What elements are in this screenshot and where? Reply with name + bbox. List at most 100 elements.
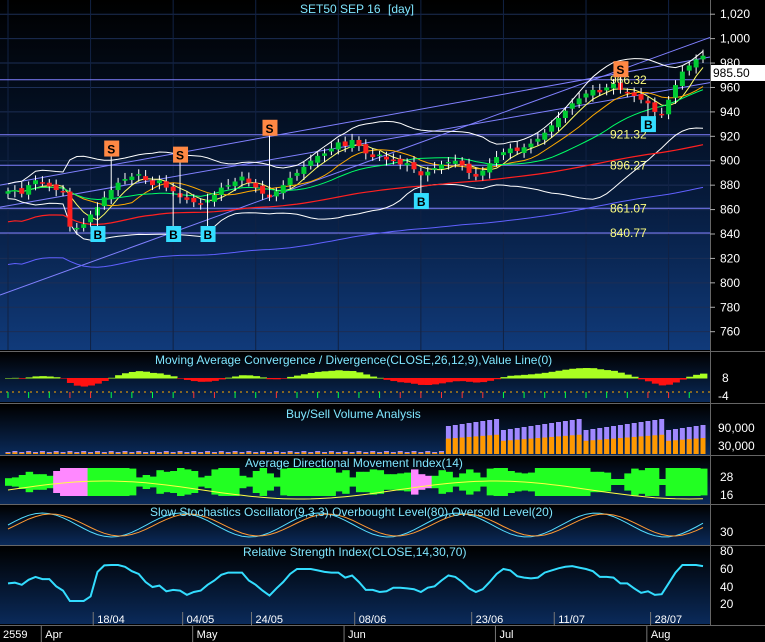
volume-buy-bar: [459, 437, 465, 454]
adx-bar: [562, 468, 570, 496]
macd-bar: [273, 378, 281, 380]
macd-bar: [658, 378, 667, 386]
volume-buy-bar: [349, 452, 355, 454]
macd-bar: [142, 371, 151, 379]
sell-label: S: [107, 143, 115, 157]
adx-bar: [583, 468, 591, 496]
adx-bar: [156, 470, 164, 494]
volume-buy-bar: [494, 434, 500, 454]
adx-bar: [190, 471, 199, 493]
volume-buy-bar: [308, 452, 314, 454]
candle-body: [46, 182, 52, 187]
adx-bar: [101, 468, 109, 496]
price-tick-1020: 1,020: [720, 7, 750, 21]
candle-body: [150, 180, 156, 186]
volume-buy-bar: [679, 439, 685, 454]
candle-body: [542, 132, 548, 140]
volume-buy-bar: [26, 452, 32, 454]
candle-body: [390, 159, 396, 162]
volume-buy-bar: [211, 452, 217, 454]
candle-body: [659, 113, 665, 116]
adx-bar: [355, 471, 364, 493]
adx-bar: [204, 475, 213, 489]
volume-buy-bar: [239, 452, 245, 454]
adx-bar: [94, 468, 102, 496]
macd-bar: [232, 376, 240, 379]
adx-bar: [5, 478, 13, 486]
candle-body: [562, 110, 568, 118]
macd-bar: [121, 373, 130, 379]
candle-body: [342, 141, 348, 147]
macd-bar: [452, 378, 460, 382]
volume-buy-bar: [101, 452, 107, 454]
candle-body: [404, 163, 410, 166]
candle-body: [246, 178, 252, 183]
adx-bar: [335, 472, 343, 492]
adx-bar: [404, 472, 412, 492]
volume-buy-bar: [542, 437, 548, 454]
buy-sell-signals: S B S B B S B S B: [90, 61, 656, 242]
volume-buy-bar: [521, 439, 527, 454]
adx-bar: [589, 471, 598, 493]
macd-bar: [583, 368, 591, 379]
macd-bar: [397, 378, 405, 383]
candle-body: [452, 160, 458, 164]
macd-bar: [211, 378, 219, 381]
rsi-line: [7, 564, 704, 602]
macd-bar: [514, 375, 522, 379]
adx-bar: [142, 475, 151, 489]
volume-buy-bar: [659, 434, 665, 454]
candle-body: [280, 185, 286, 194]
volume-buy-bar: [528, 438, 534, 454]
candle-body: [494, 157, 500, 164]
candle-body: [480, 170, 486, 176]
macd-bar: [486, 378, 495, 381]
volume-buy-bar: [514, 439, 520, 454]
candle-body: [521, 147, 527, 153]
candle-body: [487, 163, 493, 173]
candle-body: [122, 179, 128, 181]
macd-bar: [500, 377, 508, 379]
candle-body: [590, 89, 596, 96]
candle-body: [679, 71, 685, 87]
macd-bar: [369, 376, 378, 379]
stoch-k-line: [7, 512, 704, 538]
price-tick-880: 880: [720, 178, 740, 192]
volume-tick-90000: 90,000: [718, 421, 755, 435]
adx-bar: [266, 473, 274, 491]
macd-bar: [507, 375, 515, 379]
macd-bar: [5, 378, 13, 379]
macd-bar: [472, 378, 481, 383]
adx-bar: [472, 472, 481, 492]
date-label: 18/04: [97, 614, 125, 626]
candle-body: [432, 168, 438, 170]
candle-body: [597, 89, 603, 93]
candle-body: [604, 87, 610, 91]
volume-buy-bar: [150, 452, 156, 454]
volume-buy-bar: [404, 452, 410, 454]
volume-buy-bar: [94, 452, 100, 454]
price-tick-860: 860: [720, 203, 740, 217]
candle-body: [81, 224, 87, 228]
macd-bar: [46, 376, 54, 379]
sell-badge: [104, 140, 120, 157]
macd-bar: [183, 378, 192, 380]
adx-bar: [486, 468, 495, 496]
upper-band: [7, 50, 704, 185]
ma-medium: [7, 86, 704, 207]
volume-buy-bar: [67, 452, 73, 454]
macd-bar: [294, 375, 302, 379]
macd-bar: [548, 371, 556, 379]
macd-bar: [431, 378, 440, 385]
macd-bar: [245, 375, 254, 379]
adx-tick-28: 28: [720, 470, 734, 484]
macd-bar: [170, 376, 178, 379]
candle-body: [576, 98, 582, 105]
volume-buy-bar: [246, 452, 252, 454]
volume-buy-bar: [555, 436, 561, 454]
price-tick-840: 840: [720, 227, 740, 241]
adx-bar: [624, 473, 632, 491]
macd-bar: [631, 376, 639, 379]
volume-buy-bar: [569, 435, 575, 454]
